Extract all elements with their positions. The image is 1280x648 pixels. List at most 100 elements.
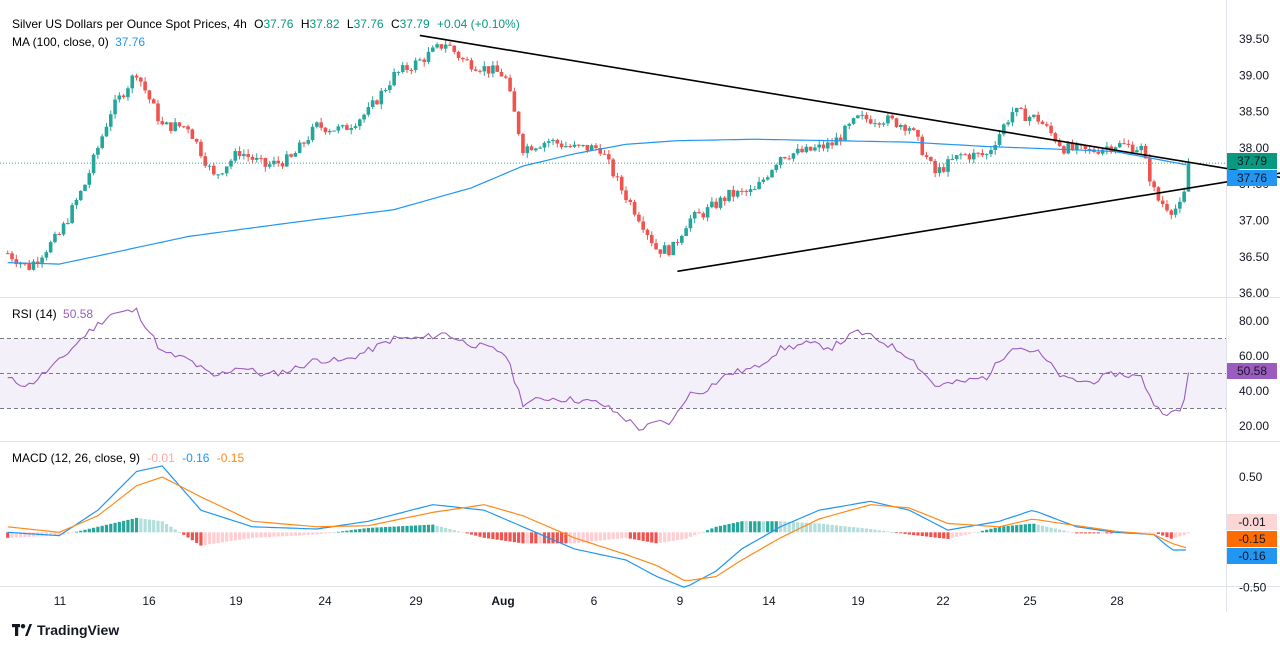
candle-body[interactable] <box>1066 143 1071 154</box>
candle-body[interactable] <box>1178 201 1182 209</box>
candle-body[interactable] <box>903 124 907 131</box>
candle-body[interactable] <box>40 257 44 263</box>
candle-body[interactable] <box>671 241 676 256</box>
candle-body[interactable] <box>1087 148 1092 150</box>
candle-body[interactable] <box>778 157 783 165</box>
candle-body[interactable] <box>688 218 693 229</box>
candle-body[interactable] <box>1165 204 1169 211</box>
candle-body[interactable] <box>989 150 993 155</box>
candle-body[interactable] <box>57 233 62 235</box>
candle-body[interactable] <box>44 252 49 258</box>
candle-body[interactable] <box>126 88 130 98</box>
candle-body[interactable] <box>229 160 233 167</box>
candle-body[interactable] <box>1036 114 1040 122</box>
candle-body[interactable] <box>963 154 967 156</box>
candle-body[interactable] <box>87 173 92 185</box>
candle-body[interactable] <box>452 45 457 52</box>
candle-body[interactable] <box>194 138 199 142</box>
candle-body[interactable] <box>907 128 912 131</box>
candle-body[interactable] <box>508 77 512 92</box>
candle-body[interactable] <box>800 148 804 153</box>
candle-body[interactable] <box>1160 200 1165 205</box>
candle-body[interactable] <box>705 207 710 218</box>
candle-body[interactable] <box>770 170 774 178</box>
candle-body[interactable] <box>525 146 530 154</box>
candle-body[interactable] <box>662 245 667 254</box>
time-axis[interactable]: 11 16 19 24 29 Aug 6 9 14 19 22 25 28 <box>54 594 1124 608</box>
candle-body[interactable] <box>937 167 942 174</box>
candle-body[interactable] <box>435 44 439 48</box>
candle-body[interactable] <box>765 177 770 180</box>
candle-body[interactable] <box>534 148 538 151</box>
candle-body[interactable] <box>242 154 246 157</box>
candle-body[interactable] <box>898 124 903 127</box>
price-pane[interactable] <box>0 34 1280 273</box>
candle-body[interactable] <box>486 66 491 74</box>
candle-body[interactable] <box>139 77 143 82</box>
candle-body[interactable] <box>345 125 349 130</box>
candle-body[interactable] <box>323 127 328 133</box>
candle-body[interactable] <box>1130 144 1135 153</box>
candle-body[interactable] <box>868 119 873 124</box>
candle-body[interactable] <box>327 130 332 133</box>
candle-body[interactable] <box>551 139 555 142</box>
candle-body[interactable] <box>1173 208 1178 215</box>
candle-body[interactable] <box>1053 133 1058 142</box>
candle-body[interactable] <box>358 119 362 127</box>
candle-body[interactable] <box>181 126 186 128</box>
candle-body[interactable] <box>1040 121 1045 125</box>
candle-body[interactable] <box>585 144 590 151</box>
candle-body[interactable] <box>632 201 637 215</box>
candle-body[interactable] <box>212 165 216 175</box>
candle-body[interactable] <box>649 234 654 244</box>
candle-body[interactable] <box>151 99 156 104</box>
candle-body[interactable] <box>1126 143 1131 145</box>
candle-body[interactable] <box>950 159 955 161</box>
candle-body[interactable] <box>156 103 160 122</box>
candle-body[interactable] <box>147 90 152 100</box>
candle-body[interactable] <box>916 130 920 137</box>
candle-body[interactable] <box>933 160 937 174</box>
candle-body[interactable] <box>929 157 933 161</box>
candle-body[interactable] <box>1023 108 1028 121</box>
candle-body[interactable] <box>177 122 182 127</box>
candle-body[interactable] <box>70 205 74 223</box>
candle-body[interactable] <box>654 243 658 250</box>
candle-body[interactable] <box>1075 144 1079 150</box>
candle-body[interactable] <box>31 261 36 270</box>
candle-body[interactable] <box>615 176 620 178</box>
candle-body[interactable] <box>710 201 714 208</box>
candle-body[interactable] <box>430 47 435 52</box>
candle-body[interactable] <box>864 114 869 120</box>
candle-body[interactable] <box>349 128 354 130</box>
rsi-legend[interactable]: RSI (14) 50.58 <box>12 307 93 321</box>
candle-body[interactable] <box>559 143 564 148</box>
candle-body[interactable] <box>825 142 830 149</box>
candle-body[interactable] <box>813 147 817 151</box>
candle-body[interactable] <box>1057 141 1062 147</box>
candle-body[interactable] <box>237 151 242 157</box>
candle-body[interactable] <box>546 141 551 143</box>
candle-body[interactable] <box>1027 116 1032 121</box>
candle-body[interactable] <box>959 154 963 156</box>
candle-body[interactable] <box>740 190 744 192</box>
candle-body[interactable] <box>422 59 427 62</box>
candle-body[interactable] <box>285 154 289 167</box>
candle-body[interactable] <box>941 167 946 172</box>
candle-body[interactable] <box>783 157 787 159</box>
candle-body[interactable] <box>456 51 461 58</box>
candle-body[interactable] <box>718 197 723 208</box>
candle-body[interactable] <box>1182 191 1186 202</box>
candle-body[interactable] <box>881 123 886 125</box>
candle-body[interactable] <box>1083 145 1088 149</box>
candle-body[interactable] <box>48 242 53 253</box>
candle-body[interactable] <box>856 115 860 119</box>
candle-body[interactable] <box>1156 187 1161 201</box>
candle-body[interactable] <box>186 126 190 130</box>
candle-body[interactable] <box>409 69 414 71</box>
candle-body[interactable] <box>851 118 856 124</box>
candle-body[interactable] <box>465 59 469 61</box>
candle-body[interactable] <box>413 60 418 71</box>
candle-body[interactable] <box>499 71 504 77</box>
candle-body[interactable] <box>503 76 508 78</box>
